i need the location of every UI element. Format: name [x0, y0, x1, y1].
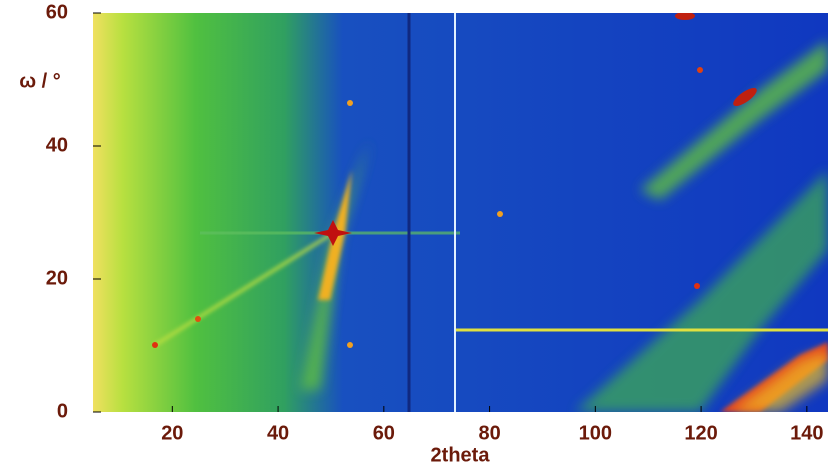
x-tick-label: 120	[684, 422, 717, 444]
x-axis-label: 2theta	[431, 444, 491, 466]
y-tick-label: 0	[57, 400, 68, 422]
x-tick-label: 40	[267, 422, 289, 444]
y-axis-label: ω / °	[19, 70, 61, 92]
x-tick-label: 20	[161, 422, 183, 444]
x-tick-label: 80	[478, 422, 500, 444]
y-tick-label: 40	[46, 134, 68, 156]
y-tick-label: 20	[46, 267, 68, 289]
x-tick-label: 60	[373, 422, 395, 444]
x-tick-label: 140	[790, 422, 823, 444]
y-tick-label: 60	[46, 1, 68, 23]
heatmap-image	[93, 13, 828, 412]
x-tick-label: 100	[579, 422, 612, 444]
